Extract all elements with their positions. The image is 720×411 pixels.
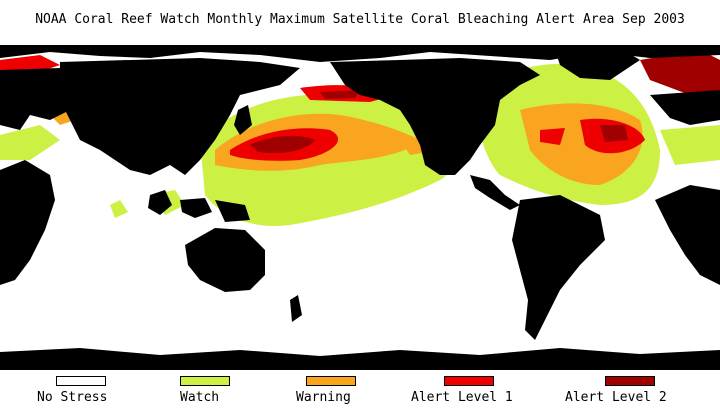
world-alert-map [0, 45, 720, 370]
legend-label-warning: Warning [296, 390, 351, 405]
legend-swatch-no-stress [56, 376, 106, 386]
legend-swatch-warning [306, 376, 356, 386]
legend-swatch-watch [180, 376, 230, 386]
alert-level-2-areas [250, 50, 720, 154]
map-title: NOAA Coral Reef Watch Monthly Maximum Sa… [35, 12, 685, 27]
land-masses [0, 45, 720, 370]
legend-label-alert-level-2: Alert Level 2 [565, 390, 667, 405]
legend-label-watch: Watch [180, 390, 220, 405]
legend-swatch-alert-level-2 [605, 376, 655, 386]
legend-swatch-alert-level-1 [444, 376, 494, 386]
legend-label-no-stress: No Stress [37, 390, 108, 405]
legend-label-alert-level-1: Alert Level 1 [411, 390, 513, 405]
